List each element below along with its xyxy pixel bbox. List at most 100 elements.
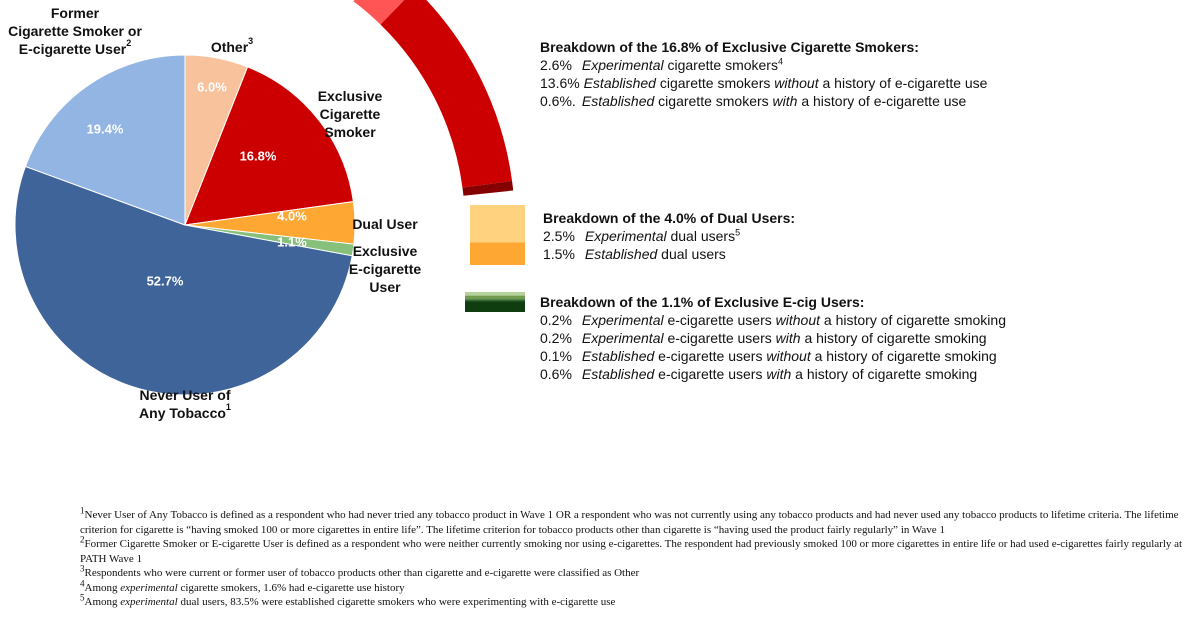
slice-label: Exclusive: [353, 243, 418, 259]
slice-label-line: Exclusive: [353, 243, 418, 259]
footnote-mark: 5: [735, 227, 741, 238]
breakdown-text: e-cigarette users: [663, 330, 776, 346]
breakdown-value: 1.5%: [543, 246, 575, 262]
breakdown-text: without: [766, 348, 811, 364]
breakdown-item: 0.6% Established e-cigarette users with …: [540, 365, 1006, 383]
footnote-mark: 5: [80, 592, 85, 603]
slice-label-line: Never User of: [139, 387, 230, 403]
breakdown-value: 0.2%: [540, 312, 572, 328]
breakdown: Breakdown of the 1.1% of Exclusive E-cig…: [540, 293, 1006, 383]
slice-label: Never User of: [139, 387, 230, 403]
pie-slice: [184, 66, 354, 226]
breakdown-text: Experimental: [581, 330, 664, 346]
slice-label-line: Dual User: [352, 216, 418, 232]
breakdown-text: Established: [583, 75, 656, 91]
breakdown-segment: [465, 295, 525, 300]
breakdown-text: dual users: [657, 246, 726, 262]
breakdown-item: 0.1% Established e-cigarette users witho…: [540, 347, 1006, 365]
breakdown-segment: [462, 180, 514, 196]
breakdown-text: a history of e-cigarette use: [818, 75, 988, 91]
slice-label: Other3: [211, 36, 253, 54]
breakdown-item: 13.6% Established cigarette smokers with…: [540, 74, 987, 92]
slice-label: Dual User: [352, 216, 418, 232]
breakdown-text: Experimental: [581, 312, 664, 328]
slice-label-line: Any Tobacco: [139, 405, 226, 421]
breakdown-text: cigarette smokers: [655, 75, 775, 91]
breakdown-text: a history of cigarette smoking: [800, 330, 987, 346]
slice-label: Cigarette: [320, 106, 381, 122]
breakdown-text: dual users: [666, 228, 736, 244]
breakdown-text: Established: [581, 348, 655, 364]
breakdown-segment: [380, 0, 513, 188]
breakdown-value: 0.1%: [540, 348, 572, 364]
slice-label-line: E-cigarette User: [19, 41, 127, 57]
breakdown-item: 0.2% Experimental e-cigarette users with…: [540, 329, 1006, 347]
breakdown-title: Breakdown of the 16.8% of Exclusive Ciga…: [540, 39, 919, 55]
footnote-text: Among: [84, 581, 121, 594]
breakdown-value: 2.6%: [540, 57, 572, 73]
breakdown-text: cigarette smokers: [654, 93, 773, 109]
footnote-mark: 3: [80, 563, 85, 574]
breakdown-text: e-cigarette users: [654, 366, 767, 382]
value-label: 1.1%: [277, 234, 307, 249]
footnote: 3Respondents who were current or former …: [80, 563, 1198, 581]
footnote-text: Never User of Any Tobacco is defined as …: [80, 509, 1179, 536]
footnote-mark: 1: [226, 402, 231, 412]
breakdown-text: with: [766, 366, 792, 382]
breakdown-title: Breakdown of the 4.0% of Dual Users:: [543, 210, 796, 226]
footnote-mark: 2: [80, 534, 85, 545]
breakdown-segment: [470, 242, 525, 265]
breakdown-text: a history of cigarette smoking: [820, 312, 1006, 328]
breakdown-item: 1.5% Established dual users: [543, 245, 795, 263]
footnote: 1Never User of Any Tobacco is defined as…: [80, 506, 1198, 537]
value-label: 6.0%: [197, 79, 227, 94]
breakdown-segment: [465, 292, 525, 296]
breakdown-text: e-cigarette users: [663, 312, 776, 328]
footnote-text: Among: [84, 596, 121, 608]
breakdown-item: 0.2% Experimental e-cigarette users with…: [540, 311, 1006, 329]
slice-label-line: User: [369, 279, 401, 295]
footnote-text: experimental: [120, 596, 178, 608]
chart: 6.0% 16.8% 4.0% 1.1% 52.7% 19.4% Other3 Exclusi…: [8, 0, 525, 421]
breakdown-text: Experimental: [584, 228, 667, 244]
footnote: 2Former Cigarette Smoker or E-cigarette …: [80, 534, 1198, 566]
footnote-mark: 3: [248, 36, 253, 46]
breakdown: Breakdown of the 16.8% of Exclusive Ciga…: [540, 38, 987, 110]
slice-label-line: Former: [51, 5, 100, 21]
slice-label-line: Smoker: [324, 124, 376, 140]
slice-label-line: Exclusive: [318, 88, 383, 104]
breakdown-segment: [470, 205, 525, 243]
slice-label: User: [369, 279, 401, 295]
breakdown-segment: [465, 301, 525, 312]
breakdown-text: Established: [584, 246, 658, 262]
breakdown-title: Breakdown of the 1.1% of Exclusive E-cig…: [540, 294, 865, 310]
value-label: 52.7%: [147, 273, 184, 288]
breakdown-text: with: [772, 93, 798, 109]
footnote-mark: 4: [777, 56, 783, 67]
footnote-text: Respondents who were current or former u…: [84, 567, 640, 579]
breakdown-value: 0.6%: [540, 366, 572, 382]
breakdown-text: a history of cigarette smoking: [810, 348, 997, 364]
breakdown-segment: [353, 0, 405, 25]
breakdown-text: without: [775, 312, 821, 328]
breakdown-text: Established: [581, 93, 655, 109]
breakdown-text: cigarette smokers: [663, 57, 778, 73]
slice-label-line: E-cigarette: [349, 261, 422, 277]
breakdown-item: 2.5% Experimental dual users5: [543, 227, 795, 245]
slice-label: Cigarette Smoker or: [8, 23, 142, 39]
breakdown-item: 0.6%. Established cigarette smokers with…: [540, 92, 987, 110]
breakdown-segment: [465, 299, 525, 302]
footnotes: 1Never User of Any Tobacco is defined as…: [80, 506, 1198, 610]
breakdown-value: 0.2%: [540, 330, 572, 346]
slice-label: Smoker: [324, 124, 376, 140]
breakdown-value: 13.6%: [540, 75, 580, 91]
slice-label: Exclusive: [318, 88, 383, 104]
breakdown-text: without: [774, 75, 819, 91]
breakdown: Breakdown of the 4.0% of Dual Users: 2.5%…: [543, 209, 795, 263]
breakdown-text: Established: [581, 366, 655, 382]
slice-label: Any Tobacco1: [139, 402, 231, 420]
footnote-text: Former Cigarette Smoker or E-cigarette U…: [80, 538, 1183, 565]
slice-label: Former: [51, 5, 100, 21]
breakdown-text: a history of e-cigarette use: [797, 93, 967, 109]
